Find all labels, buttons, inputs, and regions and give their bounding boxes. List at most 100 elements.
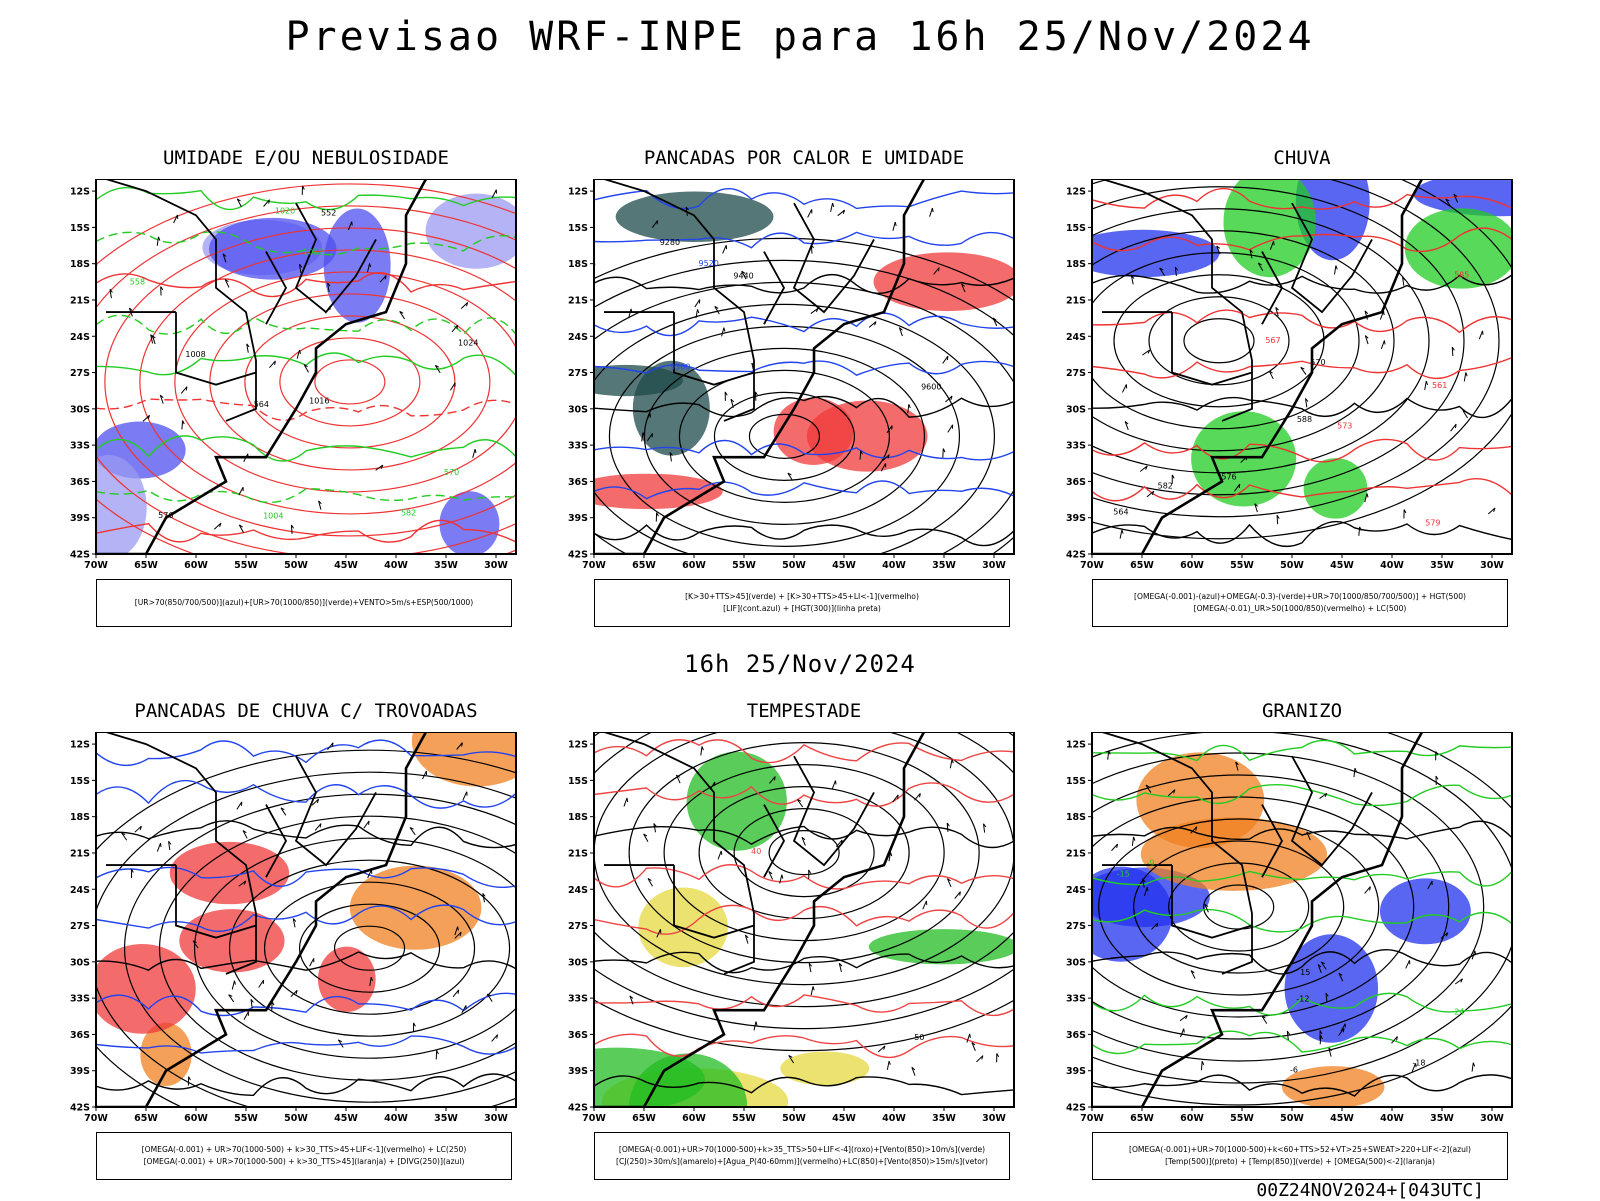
lat-tick-label: 12S [1066, 187, 1086, 198]
contour-label: 15 [1300, 968, 1310, 977]
wind-vector [946, 878, 952, 888]
contour-line [228, 859, 511, 1037]
lat-tick-label: 36S [568, 1030, 588, 1041]
political-border [673, 865, 755, 939]
lat-tick-label: 36S [70, 1030, 90, 1041]
wind-vector [472, 448, 477, 458]
political-border [673, 312, 755, 386]
wind-vector [130, 868, 134, 879]
lat-tick-label: 21S [1066, 295, 1086, 306]
contour-line [96, 951, 516, 971]
wind-vector [491, 1034, 499, 1042]
lat-tick-label: 15S [70, 223, 90, 234]
shaded-area [1379, 878, 1471, 945]
contour-line [1133, 840, 1345, 974]
wind-vector [292, 918, 297, 928]
wind-vector [880, 463, 887, 472]
political-border [294, 202, 377, 314]
contour-line [663, 763, 945, 942]
wind-vector [929, 207, 934, 217]
contour-label: 582 [1158, 482, 1173, 491]
shaded-area [806, 400, 928, 472]
wind-vector [754, 391, 758, 401]
lat-tick-label: 24S [70, 332, 90, 343]
lat-tick-label: 21S [70, 295, 90, 306]
wind-vector [768, 871, 774, 880]
wind-vector [1402, 276, 1406, 286]
wind-vector [1338, 1028, 1345, 1036]
shaded-area [1303, 458, 1368, 519]
wind-vector [156, 236, 161, 246]
wind-vector [238, 486, 244, 496]
contour-line [96, 488, 516, 504]
wind-vector [1435, 775, 1439, 785]
contour-line [594, 360, 1014, 376]
political-border [1261, 251, 1284, 325]
wind-vector [318, 500, 322, 510]
lat-tick-label: 15S [1066, 776, 1086, 787]
lon-tick-label: 65W [632, 560, 656, 571]
lon-tick-label: 65W [632, 1113, 656, 1124]
shaded-area [780, 1051, 870, 1086]
contour-line [1092, 438, 1512, 463]
contour-line [139, 249, 516, 515]
wind-vector [753, 1021, 758, 1031]
wind-vector [1450, 423, 1457, 432]
wind-vector [947, 424, 954, 433]
wind-vector [779, 874, 784, 884]
shaded-area [323, 208, 391, 323]
wind-vector [168, 840, 172, 851]
contour-label: 570 [444, 468, 459, 477]
contour-line [1113, 274, 1325, 408]
contour-label: 50 [914, 1033, 924, 1042]
wind-vector [1151, 922, 1159, 930]
contour-line [96, 519, 516, 543]
map-panel: 588 585 582 579 576 573 570 567 564 561 12S 15S 18S 2… [1066, 179, 1513, 571]
contour-line [96, 1035, 516, 1055]
wind-vector [1320, 961, 1327, 970]
lon-tick-label: 40W [882, 560, 906, 571]
lon-tick-label: 50W [284, 560, 308, 571]
wind-vector [363, 820, 370, 829]
contour-label: 561 [1432, 381, 1447, 390]
wind-vector [922, 900, 928, 910]
wind-vector [1353, 767, 1357, 778]
wind-vector [1216, 245, 1221, 255]
wind-vector [892, 794, 899, 803]
political-border [1101, 732, 1253, 975]
lon-tick-label: 40W [1380, 1113, 1404, 1124]
wind-vector [892, 221, 897, 231]
wind-vector [1328, 1047, 1332, 1057]
political-border [175, 865, 257, 939]
lon-tick-label: 30W [982, 1113, 1006, 1124]
contour-line [594, 395, 1014, 418]
wind-vector [882, 454, 890, 462]
wind-vector [222, 253, 227, 263]
lat-tick-label: 30S [1066, 404, 1086, 415]
wind-vector [1180, 1028, 1185, 1038]
contour-line [263, 881, 476, 1015]
lon-tick-label: 45W [334, 560, 358, 571]
wind-vector [1319, 792, 1328, 799]
contour-line [1092, 992, 1512, 1016]
wind-vector [213, 522, 222, 530]
wind-vector [801, 836, 806, 846]
wind-vector [868, 321, 877, 328]
wind-vector [449, 382, 456, 391]
lon-tick-label: 35W [1430, 560, 1454, 571]
wind-vector [1119, 529, 1124, 539]
lon-tick-label: 40W [882, 1113, 906, 1124]
map-field [96, 732, 516, 1107]
contour-line [678, 369, 891, 503]
wind-vector [714, 305, 720, 315]
contour-line [594, 312, 1014, 337]
lon-tick-label: 70W [582, 560, 606, 571]
contour-line [594, 1075, 1014, 1096]
wind-vector [422, 770, 428, 780]
wind-vector [700, 746, 704, 756]
lat-tick-label: 33S [1066, 441, 1086, 452]
wind-vector [1424, 380, 1429, 391]
lon-tick-label: 35W [434, 1113, 458, 1124]
political-border [1290, 755, 1373, 867]
shaded-area [411, 732, 516, 787]
